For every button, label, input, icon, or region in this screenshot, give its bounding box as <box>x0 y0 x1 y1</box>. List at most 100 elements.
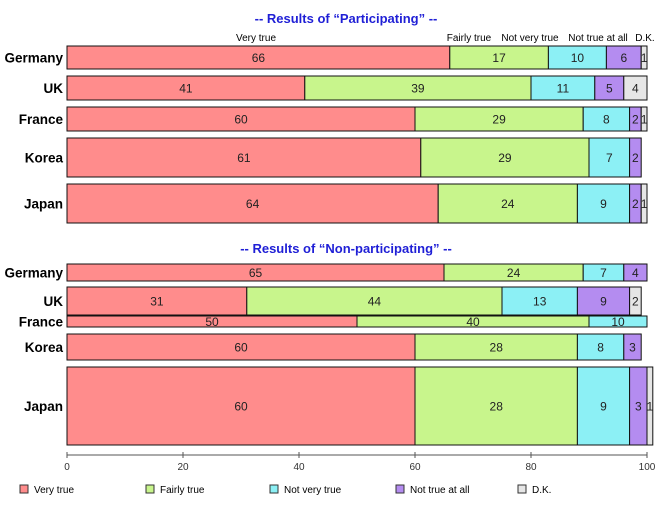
legend-swatch-d-k <box>517 484 527 494</box>
column-header-fairly-true: Fairly true <box>447 33 492 44</box>
data-label-participating-germany-not-very-true: 10 <box>571 51 585 65</box>
bar-non-participating-germany-not-true-at-all <box>623 263 648 282</box>
data-label-participating-germany-fairly-true: 17 <box>492 51 506 65</box>
data-label-non-participating-korea-very-true: 60 <box>234 341 248 355</box>
x-axis: 0 20 40 60 80 100 <box>64 452 656 473</box>
data-label-non-participating-uk-fairly-true: 44 <box>368 295 382 309</box>
data-label-participating-korea-very-true: 61 <box>237 151 251 165</box>
legend-label-fairly-true: Fairly true <box>160 485 205 496</box>
data-label-non-participating-korea-fairly-true: 28 <box>490 341 504 355</box>
category-label-non-participating-france: France <box>19 315 64 330</box>
bar-participating-uk-not-very-true <box>530 75 596 101</box>
category-label-non-participating-japan: Japan <box>24 399 63 414</box>
category-label-participating-korea: Korea <box>25 151 64 166</box>
bar-participating-uk-very-true <box>66 75 306 101</box>
data-label-non-participating-france-fairly-true: 40 <box>466 315 480 329</box>
bar-non-participating-japan-fairly-true <box>414 366 578 446</box>
bar-participating-uk-d-k <box>623 75 648 101</box>
data-label-participating-korea-not-very-true: 7 <box>606 151 613 165</box>
bar-non-participating-uk-d-k <box>629 286 642 316</box>
bar-participating-france-d-k <box>640 106 648 132</box>
bar-non-participating-korea-fairly-true <box>414 333 578 361</box>
category-label-participating-germany: Germany <box>4 51 63 66</box>
bar-participating-japan-fairly-true <box>437 183 578 224</box>
data-label-non-participating-uk-not-true-at-all: 9 <box>600 295 607 309</box>
data-label-participating-japan-d-k: 1 <box>641 197 648 211</box>
legend: Very true Fairly true Not very true Not tru… <box>19 484 551 496</box>
legend-swatch-very-true <box>19 484 29 494</box>
data-label-participating-japan-fairly-true: 24 <box>501 197 515 211</box>
data-label-non-participating-germany-fairly-true: 24 <box>507 266 521 280</box>
x-tick-label-20: 20 <box>177 462 189 473</box>
data-label-non-participating-japan-d-k: 1 <box>647 400 654 414</box>
data-label-participating-france-not-very-true: 8 <box>603 113 610 127</box>
category-label-non-participating-uk: UK <box>44 294 64 309</box>
data-label-non-participating-japan-very-true: 60 <box>234 400 248 414</box>
bar-participating-korea-not-very-true <box>588 137 631 178</box>
category-label-participating-japan: Japan <box>24 197 63 212</box>
data-label-non-participating-germany-not-true-at-all: 4 <box>632 266 639 280</box>
x-tick-label-100: 100 <box>639 462 656 473</box>
data-label-participating-france-not-true-at-all: 2 <box>632 113 639 127</box>
data-label-non-participating-korea-not-true-at-all: 3 <box>629 341 636 355</box>
data-label-participating-uk-not-true-at-all: 5 <box>606 82 613 96</box>
data-label-participating-japan-very-true: 64 <box>246 197 260 211</box>
data-label-non-participating-uk-not-very-true: 13 <box>533 295 547 309</box>
bar-participating-france-very-true <box>66 106 416 132</box>
data-label-participating-uk-not-very-true: 11 <box>557 82 570 96</box>
data-label-participating-france-very-true: 60 <box>234 113 248 127</box>
bar-participating-korea-very-true <box>66 137 422 178</box>
bar-participating-japan-d-k <box>640 183 648 224</box>
category-label-non-participating-korea: Korea <box>25 340 64 355</box>
data-label-non-participating-japan-not-true-at-all: 3 <box>635 400 642 414</box>
data-label-participating-uk-fairly-true: 39 <box>411 82 425 96</box>
data-label-non-participating-germany-not-very-true: 7 <box>600 266 607 280</box>
legend-label-d-k: D.K. <box>532 485 551 496</box>
bar-non-participating-japan-very-true <box>66 366 416 446</box>
data-label-participating-uk-d-k: 4 <box>632 82 639 96</box>
bar-participating-france-fairly-true <box>414 106 584 132</box>
bar-participating-france-not-very-true <box>582 106 631 132</box>
bar-non-participating-japan-not-very-true <box>576 366 631 446</box>
data-label-non-participating-uk-d-k: 2 <box>632 295 639 309</box>
column-header-not-very-true: Not very true <box>501 33 559 44</box>
data-label-non-participating-france-not-very-true: 10 <box>611 315 625 329</box>
bar-non-participating-korea-not-true-at-all <box>623 333 642 361</box>
x-tick-label-80: 80 <box>525 462 537 473</box>
data-label-participating-france-d-k: 1 <box>641 113 648 127</box>
participating-title: -- Results of “Participating” -- <box>255 11 438 26</box>
column-header-not-true-at-all: Not true at all <box>568 33 627 44</box>
bar-non-participating-japan-d-k <box>646 366 654 446</box>
data-label-non-participating-japan-fairly-true: 28 <box>490 400 504 414</box>
bar-participating-japan-very-true <box>66 183 439 224</box>
category-label-participating-france: France <box>19 112 64 127</box>
bar-participating-uk-not-true-at-all <box>594 75 625 101</box>
legend-label-not-true-at-all: Not true at all <box>410 485 469 496</box>
category-label-participating-uk: UK <box>44 81 64 96</box>
bar-non-participating-france-not-very-true <box>588 315 648 328</box>
x-tick-label-60: 60 <box>409 462 421 473</box>
data-label-non-participating-korea-not-very-true: 8 <box>597 341 604 355</box>
data-label-participating-japan-not-very-true: 9 <box>600 197 607 211</box>
category-label-non-participating-germany: Germany <box>4 266 63 281</box>
column-header-dk: D.K. <box>635 33 654 44</box>
non-participating-title: -- Results of “Non-participating” -- <box>240 241 452 256</box>
data-label-non-participating-japan-not-very-true: 9 <box>600 400 607 414</box>
bar-non-participating-korea-very-true <box>66 333 416 361</box>
data-label-non-participating-uk-very-true: 31 <box>150 295 164 309</box>
data-label-participating-germany-d-k: 1 <box>641 51 648 65</box>
data-label-participating-germany-very-true: 66 <box>252 51 266 65</box>
legend-label-very-true: Very true <box>34 485 74 496</box>
data-label-participating-korea-not-true-at-all: 2 <box>632 151 639 165</box>
x-tick-label-40: 40 <box>293 462 305 473</box>
bar-non-participating-uk-very-true <box>66 286 248 316</box>
legend-label-not-very-true: Not very true <box>284 485 342 496</box>
bar-participating-korea-fairly-true <box>420 137 590 178</box>
column-header-very-true: Very true <box>236 33 276 44</box>
data-label-non-participating-france-very-true: 50 <box>205 315 219 329</box>
bar-participating-korea-not-true-at-all <box>629 137 642 178</box>
x-tick-label-0: 0 <box>64 462 70 473</box>
data-label-participating-france-fairly-true: 29 <box>492 113 506 127</box>
